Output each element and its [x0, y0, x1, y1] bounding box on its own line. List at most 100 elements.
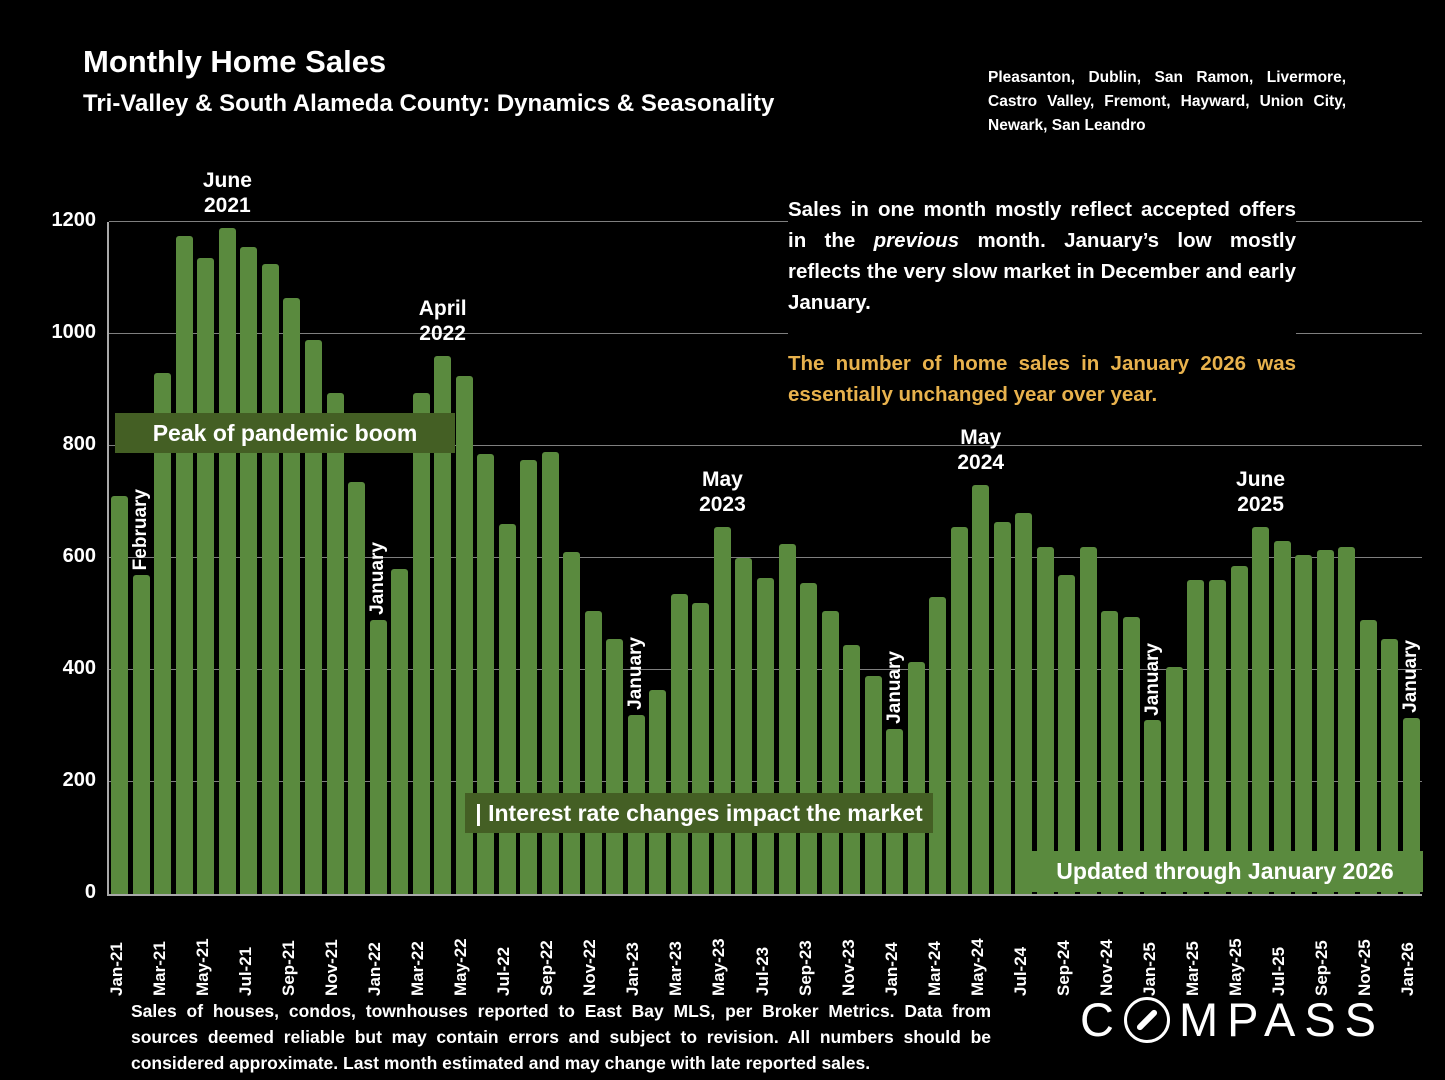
bar-Nov-22	[584, 611, 602, 894]
y-axis-label-1200: 1200	[51, 209, 97, 231]
bar-Jun-22	[477, 454, 495, 894]
bar-Jun-23	[735, 558, 753, 894]
peak-annotation-Jun-25: June 2025	[1236, 468, 1286, 517]
x-axis-label-Mar-21: Mar-21	[149, 941, 169, 996]
bar-annotation-Feb-21: February	[130, 488, 152, 570]
y-axis-label-200: 200	[62, 769, 96, 791]
y-axis-label-0: 0	[84, 881, 96, 903]
x-axis-label-May-22: May-22	[451, 938, 471, 996]
gridline-800	[109, 445, 1422, 446]
banner-updated-through: Updated through January 2026	[1027, 851, 1423, 892]
bar-Mar-22	[412, 392, 430, 894]
x-axis-label-Mar-25: Mar-25	[1182, 941, 1202, 996]
bar-Nov-25	[1359, 619, 1377, 894]
bar-Oct-21	[304, 339, 322, 894]
x-axis-label-Jan-25: Jan-25	[1139, 942, 1159, 996]
x-axis-label-Sep-21: Sep-21	[278, 940, 298, 996]
bar-Dec-23	[864, 675, 882, 894]
y-axis-label-1000: 1000	[51, 321, 97, 343]
bar-Dec-22	[606, 639, 624, 894]
bar-Mar-24	[929, 597, 947, 894]
x-axis-label-Nov-24: Nov-24	[1096, 939, 1116, 996]
x-axis-label-Jul-23: Jul-23	[752, 946, 772, 996]
bar-Jul-22	[498, 524, 516, 894]
bar-Jun-21	[218, 227, 236, 894]
peak-annotation-May-24: May 2024	[957, 426, 1005, 475]
bar-Aug-22	[520, 460, 538, 894]
bar-Apr-23	[692, 602, 710, 894]
bar-Jul-25	[1273, 541, 1291, 894]
peak-annotation-May-23: May 2023	[699, 468, 746, 517]
bar-Jul-21	[240, 247, 258, 894]
bar-Sep-25	[1316, 549, 1334, 894]
bar-annotation-Jan-25: January	[1141, 642, 1163, 716]
bar-Aug-23	[778, 544, 796, 894]
bar-Feb-23	[649, 689, 667, 894]
x-axis-label-Mar-23: Mar-23	[666, 941, 686, 996]
compass-logo: C MPASS	[1080, 992, 1385, 1047]
bar-Jan-21	[111, 496, 129, 894]
bar-Nov-24	[1101, 611, 1119, 894]
bar-Aug-24	[1036, 546, 1054, 894]
bar-Oct-22	[563, 552, 581, 894]
page-title: Monthly Home Sales	[83, 44, 387, 79]
bar-annotation-Jan-24: January	[883, 650, 905, 724]
bar-Aug-21	[261, 264, 279, 894]
bar-Jan-25	[1144, 720, 1162, 894]
bar-Sep-23	[800, 583, 818, 894]
note-block: Sales in one month mostly reflect accept…	[788, 194, 1296, 410]
gridline-600	[109, 557, 1422, 558]
bar-Sep-22	[541, 451, 559, 894]
x-axis-label-Mar-22: Mar-22	[408, 941, 428, 996]
x-axis-label-May-23: May-23	[709, 938, 729, 996]
bar-Oct-25	[1338, 546, 1356, 894]
x-axis-label-Jan-21: Jan-21	[106, 942, 126, 996]
bar-annotation-Jan-22: January	[367, 541, 389, 615]
y-axis-label-600: 600	[62, 545, 96, 567]
x-axis-label-May-21: May-21	[192, 938, 212, 996]
x-axis-label-Jul-22: Jul-22	[494, 946, 514, 996]
bar-Oct-24	[1079, 546, 1097, 894]
bar-Jul-23	[757, 577, 774, 894]
x-axis-label-Sep-22: Sep-22	[537, 940, 557, 996]
compass-o-icon	[1123, 996, 1170, 1043]
bar-May-25	[1230, 566, 1248, 894]
bar-Dec-25	[1381, 639, 1399, 894]
disclaimer-text: Sales of houses, condos, townhouses repo…	[131, 1001, 991, 1073]
y-axis-label-400: 400	[62, 657, 96, 679]
x-axis-label-Mar-24: Mar-24	[924, 941, 944, 996]
x-axis-label-Sep-24: Sep-24	[1053, 940, 1073, 996]
bar-Apr-21	[175, 236, 193, 894]
x-axis-label-Nov-21: Nov-21	[322, 939, 341, 996]
bar-Jan-22	[369, 619, 387, 894]
bar-chart-plot-area: Peak of pandemic boom | Interest rate ch…	[107, 169, 1423, 896]
bar-Nov-23	[843, 644, 861, 894]
bar-Jul-24	[1015, 513, 1033, 894]
x-axis-label-Jul-21: Jul-21	[235, 946, 255, 996]
bar-Oct-23	[821, 611, 839, 894]
bar-May-24	[972, 485, 990, 894]
note-text: Sales in one month mostly reflect accept…	[788, 198, 1296, 314]
banner-peak-of-pandemic-boom: Peak of pandemic boom	[115, 413, 455, 453]
bar-Jan-26	[1402, 717, 1420, 894]
logo-letter-c: C	[1080, 993, 1123, 1046]
bar-Feb-24	[907, 661, 925, 894]
bar-Sep-21	[283, 297, 301, 894]
x-axis-label-Sep-25: Sep-25	[1312, 940, 1332, 996]
gridline-1200	[109, 221, 1422, 222]
peak-annotation-Apr-22: April 2022	[418, 297, 467, 346]
bar-Jun-25	[1252, 527, 1270, 894]
bar-Feb-25	[1165, 667, 1183, 894]
bar-Feb-21	[132, 574, 150, 894]
x-axis-label-Nov-22: Nov-22	[580, 939, 600, 996]
bar-Dec-21	[348, 482, 366, 894]
banner-interest-rate-changes: | Interest rate changes impact the marke…	[465, 793, 933, 833]
bar-Apr-22	[434, 356, 452, 894]
x-axis-label-Jan-22: Jan-22	[365, 942, 385, 996]
bar-Mar-21	[154, 373, 172, 894]
bar-annotation-Jan-23: January	[625, 636, 647, 710]
bar-Mar-23	[670, 594, 688, 894]
note-highlight: The number of home sales in January 2026…	[788, 352, 1296, 406]
x-axis-label-Sep-23: Sep-23	[795, 940, 815, 996]
x-axis-label-Nov-25: Nov-25	[1355, 939, 1375, 996]
